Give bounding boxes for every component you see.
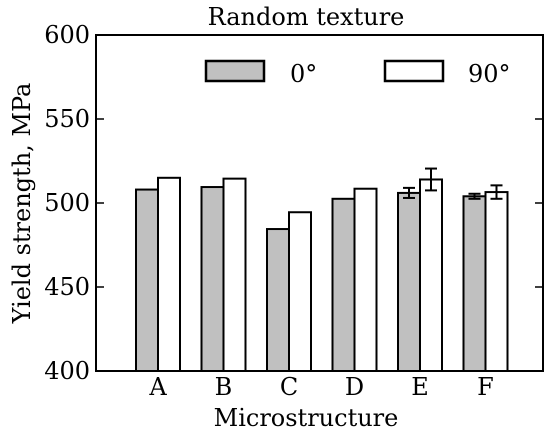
bar-series2 (419, 178, 443, 372)
y-axis-label: Yield strength, MPa (8, 83, 36, 325)
bar-series2 (484, 191, 509, 372)
y-tick-label: 450 (44, 273, 90, 301)
bar-series2 (222, 177, 247, 372)
bar-series2 (288, 211, 312, 372)
bar-series1 (397, 191, 421, 372)
x-tick-label: B (215, 373, 233, 401)
bar-series1 (135, 188, 159, 372)
chart-title: Random texture (208, 3, 405, 31)
bar-series1 (331, 197, 356, 372)
legend-label: 90° (468, 60, 511, 88)
y-tick-label: 400 (44, 357, 90, 385)
x-tick-label: A (148, 373, 167, 401)
y-tick-label: 600 (44, 21, 90, 49)
x-tick-label: E (411, 373, 429, 401)
y-tick-label: 500 (44, 189, 90, 217)
legend-swatch (383, 59, 445, 83)
x-tick-label: C (280, 373, 298, 401)
legend-swatch (204, 59, 266, 83)
legend: 0° 90° (204, 59, 511, 88)
x-tick-label: F (477, 373, 494, 401)
chart-marks: 400 450 500 550 600 A B C D E F (44, 21, 544, 401)
bar-series1 (266, 228, 290, 372)
x-axis-label: Microstructure (214, 404, 399, 432)
bar-series2 (157, 176, 181, 372)
legend-label: 0° (290, 60, 317, 88)
bar-series2 (353, 187, 378, 372)
y-tick-label: 550 (44, 105, 90, 133)
bar-series1 (462, 195, 487, 372)
bar-series1 (200, 186, 225, 372)
x-tick-label: D (345, 373, 364, 401)
